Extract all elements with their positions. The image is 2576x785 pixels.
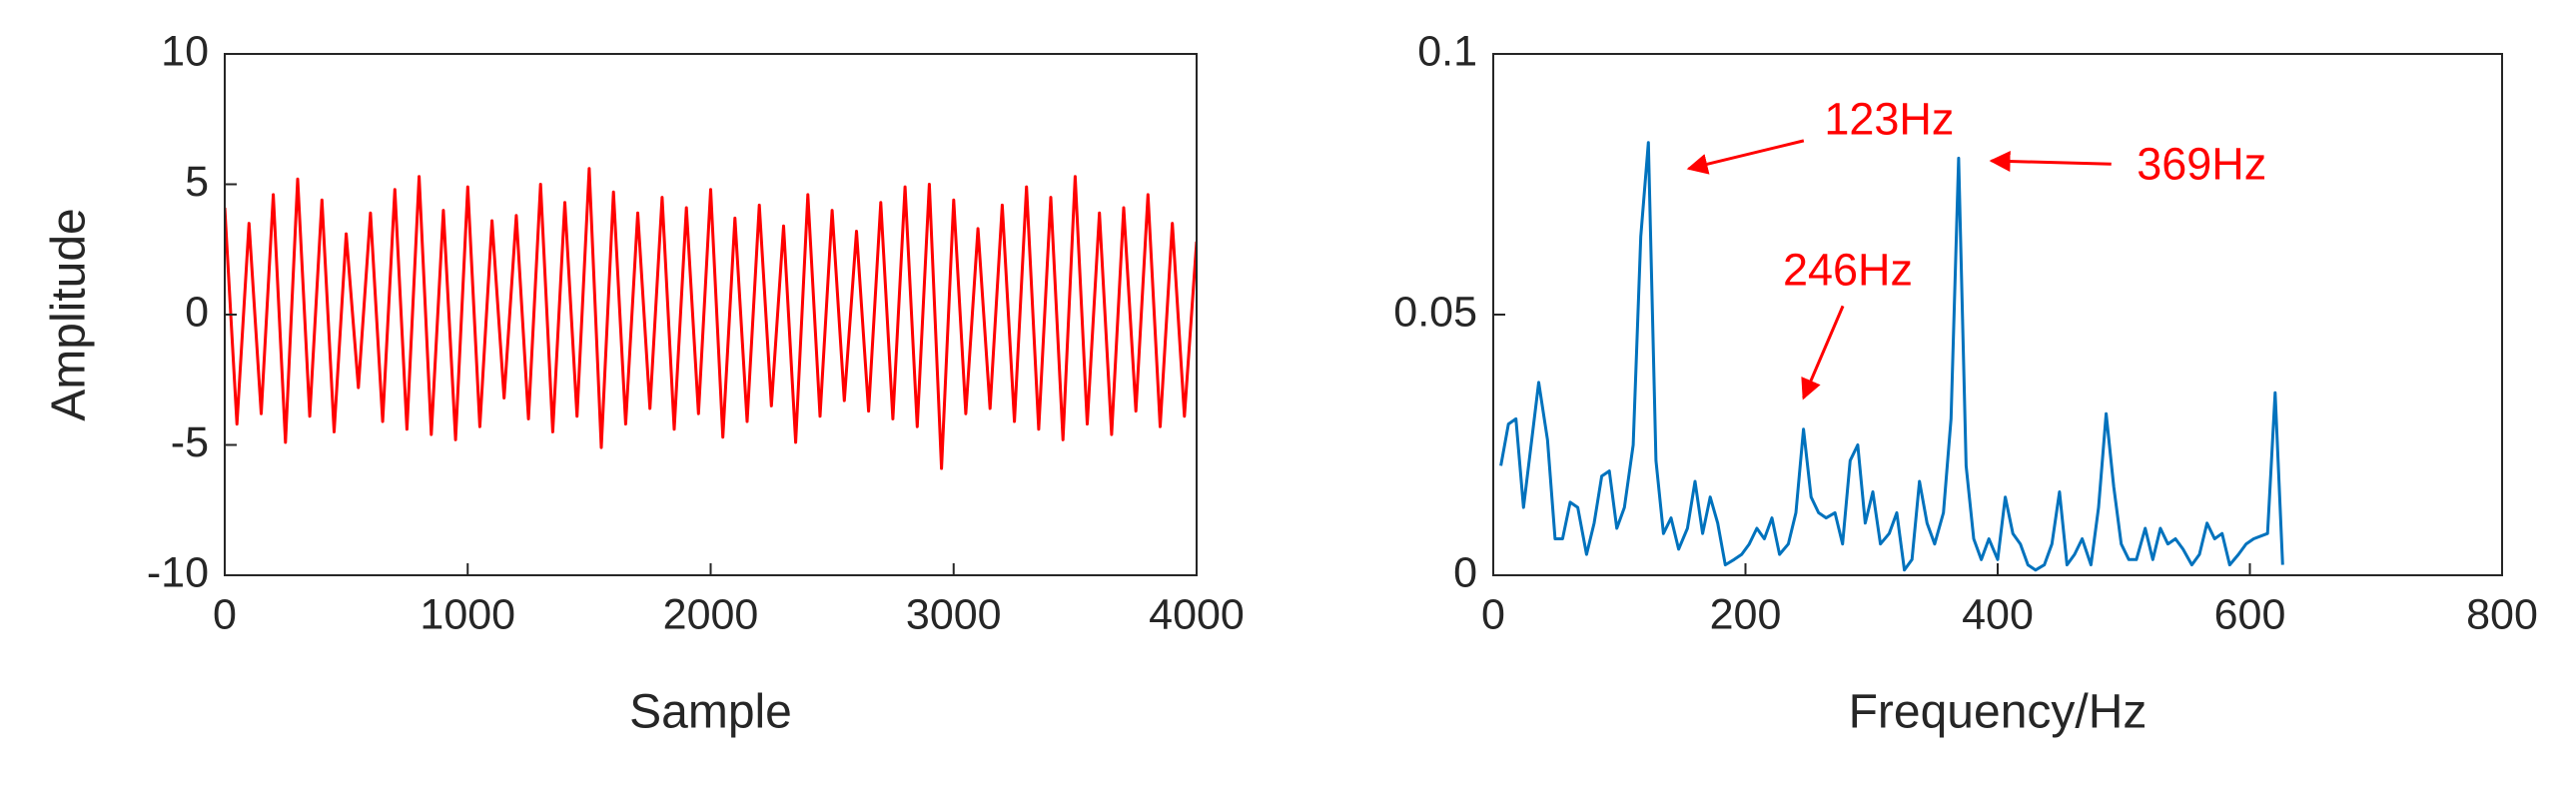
y-tick-label: 0	[1453, 548, 1477, 596]
x-tick-label: 4000	[1149, 590, 1245, 638]
y-tick-label: 0	[185, 288, 209, 336]
annotation-arrow	[1801, 305, 1845, 400]
y-axis-label: Amplitude	[43, 208, 96, 420]
axes-box	[224, 53, 1198, 576]
x-tick-label: 200	[1710, 590, 1782, 638]
y-tick-label: 0.05	[1393, 288, 1477, 336]
x-tick-label: 800	[2466, 590, 2538, 638]
annotation-arrow	[1686, 139, 1805, 175]
annotation: 246Hz	[1783, 244, 1913, 295]
x-tick-label: 0	[213, 590, 237, 638]
y-tick-label: -5	[171, 418, 209, 466]
x-tick-label: 600	[2214, 590, 2286, 638]
axes: 0 200 400 600 800 0 0.05 0.1 Frequency/Hz 123Hz 24…	[1393, 27, 2538, 738]
y-tick-label: 0.1	[1417, 27, 1477, 75]
x-tick-label: 3000	[906, 590, 1002, 638]
x-tick-label: 2000	[663, 590, 759, 638]
axes-box	[1492, 53, 2503, 576]
y-tick-label: 10	[161, 27, 209, 75]
x-axis-label: Sample	[629, 686, 792, 739]
data-line	[225, 167, 1197, 470]
y-tick-label: -10	[147, 548, 209, 596]
x-axis-label: Frequency/Hz	[1849, 686, 2147, 739]
x-tick-label: 400	[1962, 590, 2034, 638]
x-tick-label: 1000	[420, 590, 515, 638]
data-line	[1499, 141, 2284, 572]
annotation: 123Hz	[1824, 94, 1954, 145]
y-tick-label: 5	[185, 158, 209, 206]
annotation-arrow	[1989, 151, 2112, 173]
x-tick-label: 0	[1481, 590, 1505, 638]
annotation: 369Hz	[2137, 138, 2266, 189]
axes: 0 1000 2000 3000 4000 -10 -5 0 5 10 Sample Amplitud…	[43, 27, 1245, 738]
